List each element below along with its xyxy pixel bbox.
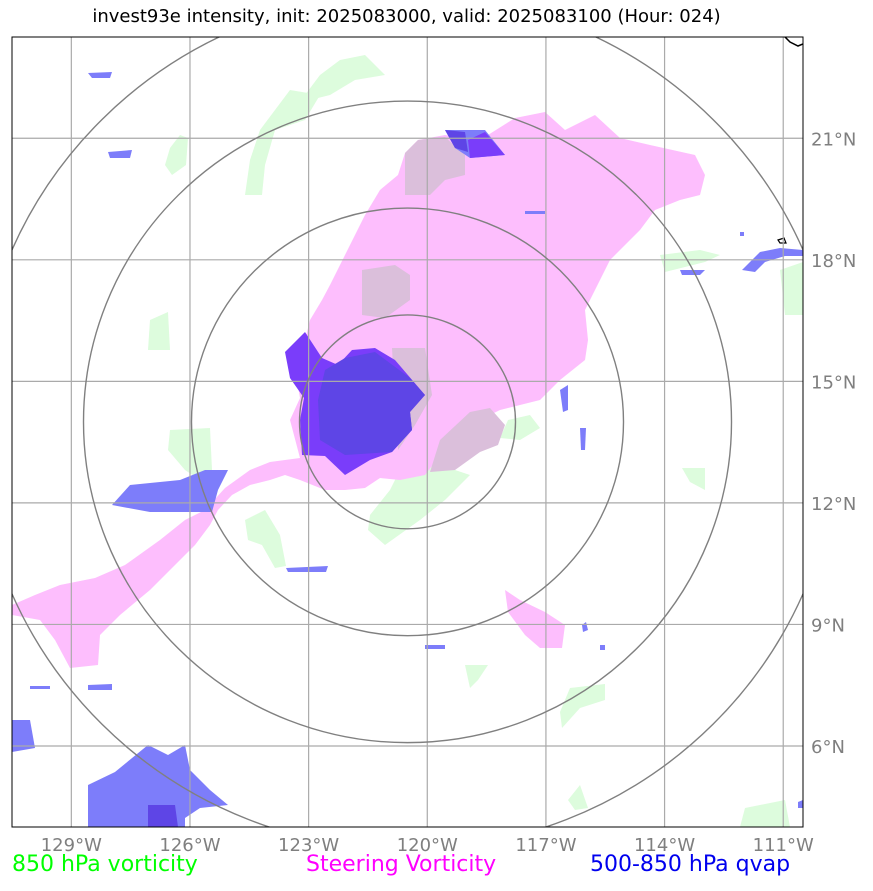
legend-vorticity-850: 850 hPa vorticity: [12, 852, 198, 877]
vorticity-shape: [245, 90, 320, 195]
range-ring: [82, 100, 733, 744]
longitude-tick-label: 126°W: [159, 835, 220, 856]
latitude-tick-label: 9°N: [811, 615, 845, 636]
qvap-shape: [88, 745, 228, 827]
longitude-tick-label: 114°W: [634, 835, 695, 856]
vorticity-shape: [780, 262, 803, 315]
qvap-shape: [560, 385, 568, 412]
qvap-shape: [88, 684, 112, 690]
qvap-overlap-shape: [148, 805, 178, 827]
qvap-shape: [740, 232, 744, 236]
vorticity-shape: [682, 468, 705, 490]
legend-qvap: 500-850 hPa qvap: [590, 852, 791, 877]
range-rings: [12, 37, 803, 827]
latitude-tick-label: 12°N: [811, 494, 856, 515]
longitude-tick-label: 117°W: [515, 835, 576, 856]
vorticity-shape: [165, 135, 188, 175]
vorticity-shape: [305, 55, 385, 100]
qvap-shape: [600, 645, 605, 650]
vorticity-shape: [568, 785, 588, 810]
coastline: [777, 237, 787, 244]
coastline: [784, 37, 803, 47]
map-title: invest93e intensity, init: 2025083000, v…: [92, 6, 721, 27]
vorticity-shape: [660, 250, 720, 272]
vorticity-shape: [740, 800, 790, 827]
qvap-shape: [88, 72, 112, 78]
qvap-overlap-layer: [148, 130, 468, 827]
gridlines: [12, 37, 803, 827]
map-layers: [12, 37, 803, 827]
longitude-tick-label: 123°W: [278, 835, 339, 856]
vorticity-shape: [148, 312, 170, 350]
overlap-shape: [362, 265, 410, 318]
latitude-tick-label: 18°N: [811, 251, 856, 272]
overlap-shape: [405, 137, 465, 195]
qvap-layer: [12, 72, 803, 827]
qvap-shape: [680, 270, 705, 275]
vorticity-shape: [500, 415, 540, 440]
map-frame: [11, 36, 804, 828]
range-ring: [298, 314, 517, 530]
qvap-shape: [30, 686, 50, 689]
qvap-shape: [286, 566, 328, 572]
qvap-overlap-shape: [445, 130, 468, 152]
qvap-shape: [12, 720, 35, 752]
latitude-tick-label: 21°N: [811, 129, 856, 150]
legend-steering-vorticity: Steering Vorticity: [306, 852, 497, 877]
qvap-shape: [580, 428, 586, 450]
longitude-tick-label: 120°W: [397, 835, 458, 856]
qvap-shape: [742, 248, 803, 272]
latitude-tick-label: 15°N: [811, 372, 856, 393]
range-ring: [190, 207, 625, 637]
vorticity-shape: [465, 665, 488, 688]
latitude-tick-labels: 21°N 18°N 15°N 12°N 9°N 6°N: [811, 129, 856, 758]
longitude-tick-label: 129°W: [41, 835, 102, 856]
qvap-shape: [798, 800, 803, 808]
vorticity-shape: [245, 510, 286, 568]
qvap-shape: [425, 645, 445, 649]
longitude-tick-label: 111°W: [753, 835, 814, 856]
latitude-tick-label: 6°N: [811, 737, 845, 758]
qvap-overlap-shape: [318, 352, 425, 455]
longitude-tick-labels: 129°W 126°W 123°W 120°W 117°W 114°W 111°W: [41, 835, 814, 856]
qvap-shape: [525, 211, 545, 214]
qvap-shape: [112, 470, 228, 512]
qvap-shape: [108, 150, 132, 158]
vorticity-shape: [560, 684, 605, 728]
vorticity-shape: [368, 465, 470, 545]
overlap-shape: [430, 408, 505, 472]
